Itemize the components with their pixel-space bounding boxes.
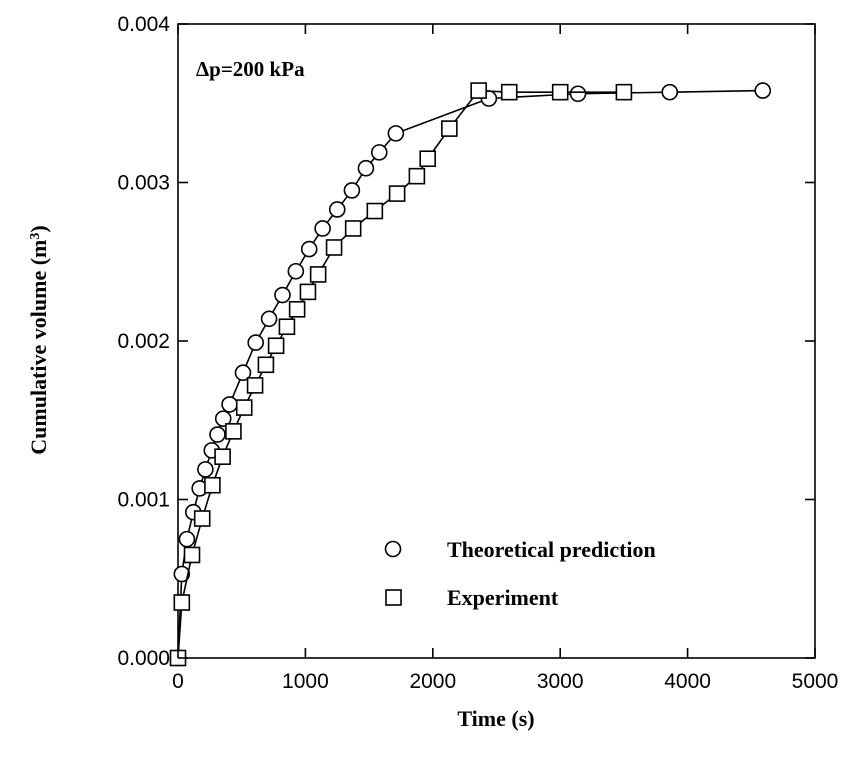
data-point-theoretical bbox=[221, 396, 238, 413]
data-point-experiment bbox=[615, 83, 633, 101]
data-point-experiment bbox=[309, 266, 327, 283]
data-point-experiment bbox=[204, 476, 221, 494]
y-axis-title-superscript: 3 bbox=[28, 233, 43, 240]
series-line-theoretical bbox=[177, 89, 763, 659]
data-point-theoretical bbox=[197, 461, 214, 478]
data-point-experiment bbox=[173, 594, 191, 611]
data-point-experiment bbox=[388, 185, 406, 202]
data-point-experiment bbox=[288, 300, 306, 318]
data-point-theoretical bbox=[328, 201, 346, 218]
data-point-experiment bbox=[235, 399, 253, 416]
legend: Theoretical prediction Experiment bbox=[384, 537, 656, 610]
data-point-experiment bbox=[246, 377, 264, 394]
data-point-experiment bbox=[470, 82, 487, 99]
plot-area bbox=[169, 23, 816, 667]
axis-ticks bbox=[177, 23, 816, 659]
y-axis-title-end: ) bbox=[26, 225, 51, 232]
data-point-theoretical bbox=[214, 410, 232, 427]
data-point-theoretical bbox=[260, 310, 278, 328]
data-point-experiment bbox=[500, 83, 518, 101]
data-point-theoretical bbox=[314, 220, 331, 237]
data-point-experiment bbox=[278, 318, 296, 336]
data-point-theoretical bbox=[754, 82, 772, 99]
x-tick-label: 1000 bbox=[282, 670, 329, 693]
y-axis-title: Cumulative volume (m3) bbox=[26, 225, 51, 454]
data-point-theoretical bbox=[387, 125, 405, 142]
y-axis-title-main: Cumulative volume (m bbox=[26, 240, 51, 455]
data-point-theoretical bbox=[370, 144, 388, 161]
legend-marker-experiment bbox=[385, 589, 402, 606]
series-theoretical bbox=[169, 82, 772, 667]
data-point-theoretical bbox=[247, 334, 265, 351]
y-tick-label: 0.001 bbox=[117, 489, 170, 512]
legend-marker-theoretical bbox=[384, 540, 402, 558]
data-point-experiment bbox=[257, 356, 275, 374]
y-tick-label: 0.004 bbox=[117, 13, 170, 36]
data-point-theoretical bbox=[234, 364, 252, 382]
data-point-theoretical bbox=[343, 182, 361, 199]
data-point-theoretical bbox=[661, 83, 679, 101]
data-point-experiment bbox=[366, 202, 384, 220]
data-point-theoretical bbox=[274, 286, 291, 304]
data-point-theoretical bbox=[300, 240, 318, 258]
data-point-experiment bbox=[225, 423, 242, 440]
data-point-theoretical bbox=[357, 159, 375, 177]
data-point-experiment bbox=[299, 283, 317, 301]
data-point-experiment bbox=[551, 83, 569, 101]
x-tick-label: 2000 bbox=[409, 670, 456, 693]
data-point-experiment bbox=[193, 510, 211, 527]
annotation-pressure: Δp=200 kPa bbox=[196, 57, 305, 81]
data-point-experiment bbox=[344, 220, 362, 237]
legend-label-experiment: Experiment bbox=[447, 585, 559, 610]
data-point-experiment bbox=[325, 239, 343, 256]
x-tick-label: 0 bbox=[172, 670, 184, 693]
x-tick-label: 3000 bbox=[537, 670, 584, 693]
data-point-theoretical bbox=[173, 565, 191, 583]
y-tick-label: 0.000 bbox=[117, 647, 170, 670]
x-tick-label: 4000 bbox=[664, 670, 711, 693]
data-point-experiment bbox=[419, 150, 437, 168]
data-point-theoretical bbox=[287, 262, 305, 280]
data-point-experiment bbox=[441, 120, 458, 137]
x-axis-title: Time (s) bbox=[457, 706, 534, 731]
data-point-theoretical bbox=[209, 426, 226, 443]
data-point-theoretical bbox=[569, 85, 587, 103]
series-experiment bbox=[169, 82, 633, 667]
legend-label-theoretical: Theoretical prediction bbox=[447, 537, 656, 562]
y-tick-label: 0.002 bbox=[117, 330, 170, 353]
data-point-experiment bbox=[267, 337, 285, 355]
data-point-experiment bbox=[183, 546, 201, 564]
data-point-experiment bbox=[408, 167, 426, 185]
y-tick-label: 0.003 bbox=[117, 172, 170, 195]
data-point-theoretical bbox=[178, 530, 196, 548]
data-point-experiment bbox=[214, 448, 231, 466]
x-tick-label: 5000 bbox=[792, 670, 839, 693]
tick-labels: 0 1000 2000 3000 4000 5000 0.000 0.001 0.002 0.00… bbox=[117, 13, 838, 693]
